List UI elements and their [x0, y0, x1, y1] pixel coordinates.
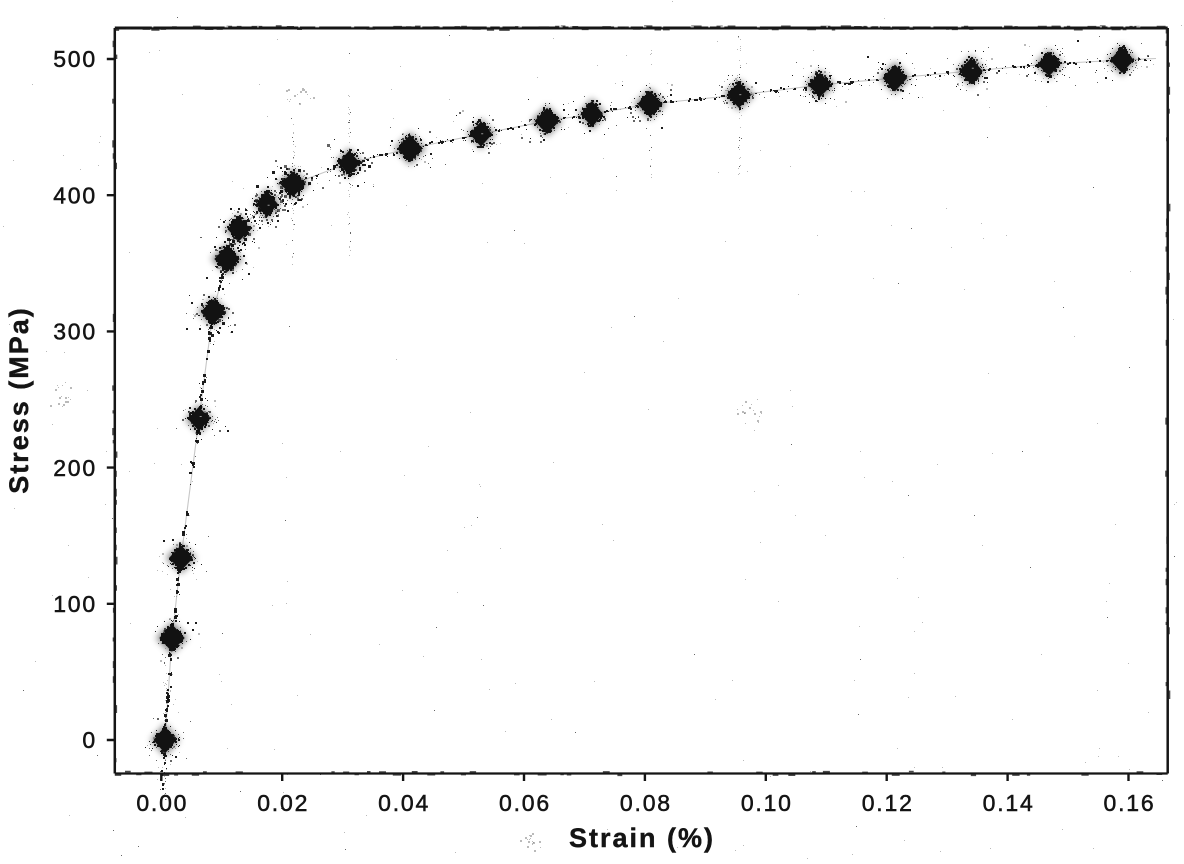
svg-text:Stress (MPa): Stress (MPa): [4, 306, 34, 494]
svg-text:100: 100: [53, 591, 97, 617]
svg-text:300: 300: [53, 319, 97, 345]
svg-text:0.00: 0.00: [136, 790, 188, 816]
svg-text:400: 400: [53, 182, 97, 208]
svg-text:0.16: 0.16: [1104, 790, 1156, 816]
svg-text:0: 0: [82, 727, 97, 753]
svg-text:0.10: 0.10: [741, 790, 793, 816]
svg-text:0.08: 0.08: [620, 790, 672, 816]
svg-text:0.14: 0.14: [983, 790, 1035, 816]
svg-text:0.06: 0.06: [499, 790, 551, 816]
svg-text:0.04: 0.04: [378, 790, 430, 816]
svg-text:500: 500: [53, 46, 97, 72]
svg-text:0.12: 0.12: [862, 790, 914, 816]
svg-text:200: 200: [53, 455, 97, 481]
svg-text:0.02: 0.02: [257, 790, 309, 816]
svg-text:Strain (%): Strain (%): [569, 823, 715, 853]
